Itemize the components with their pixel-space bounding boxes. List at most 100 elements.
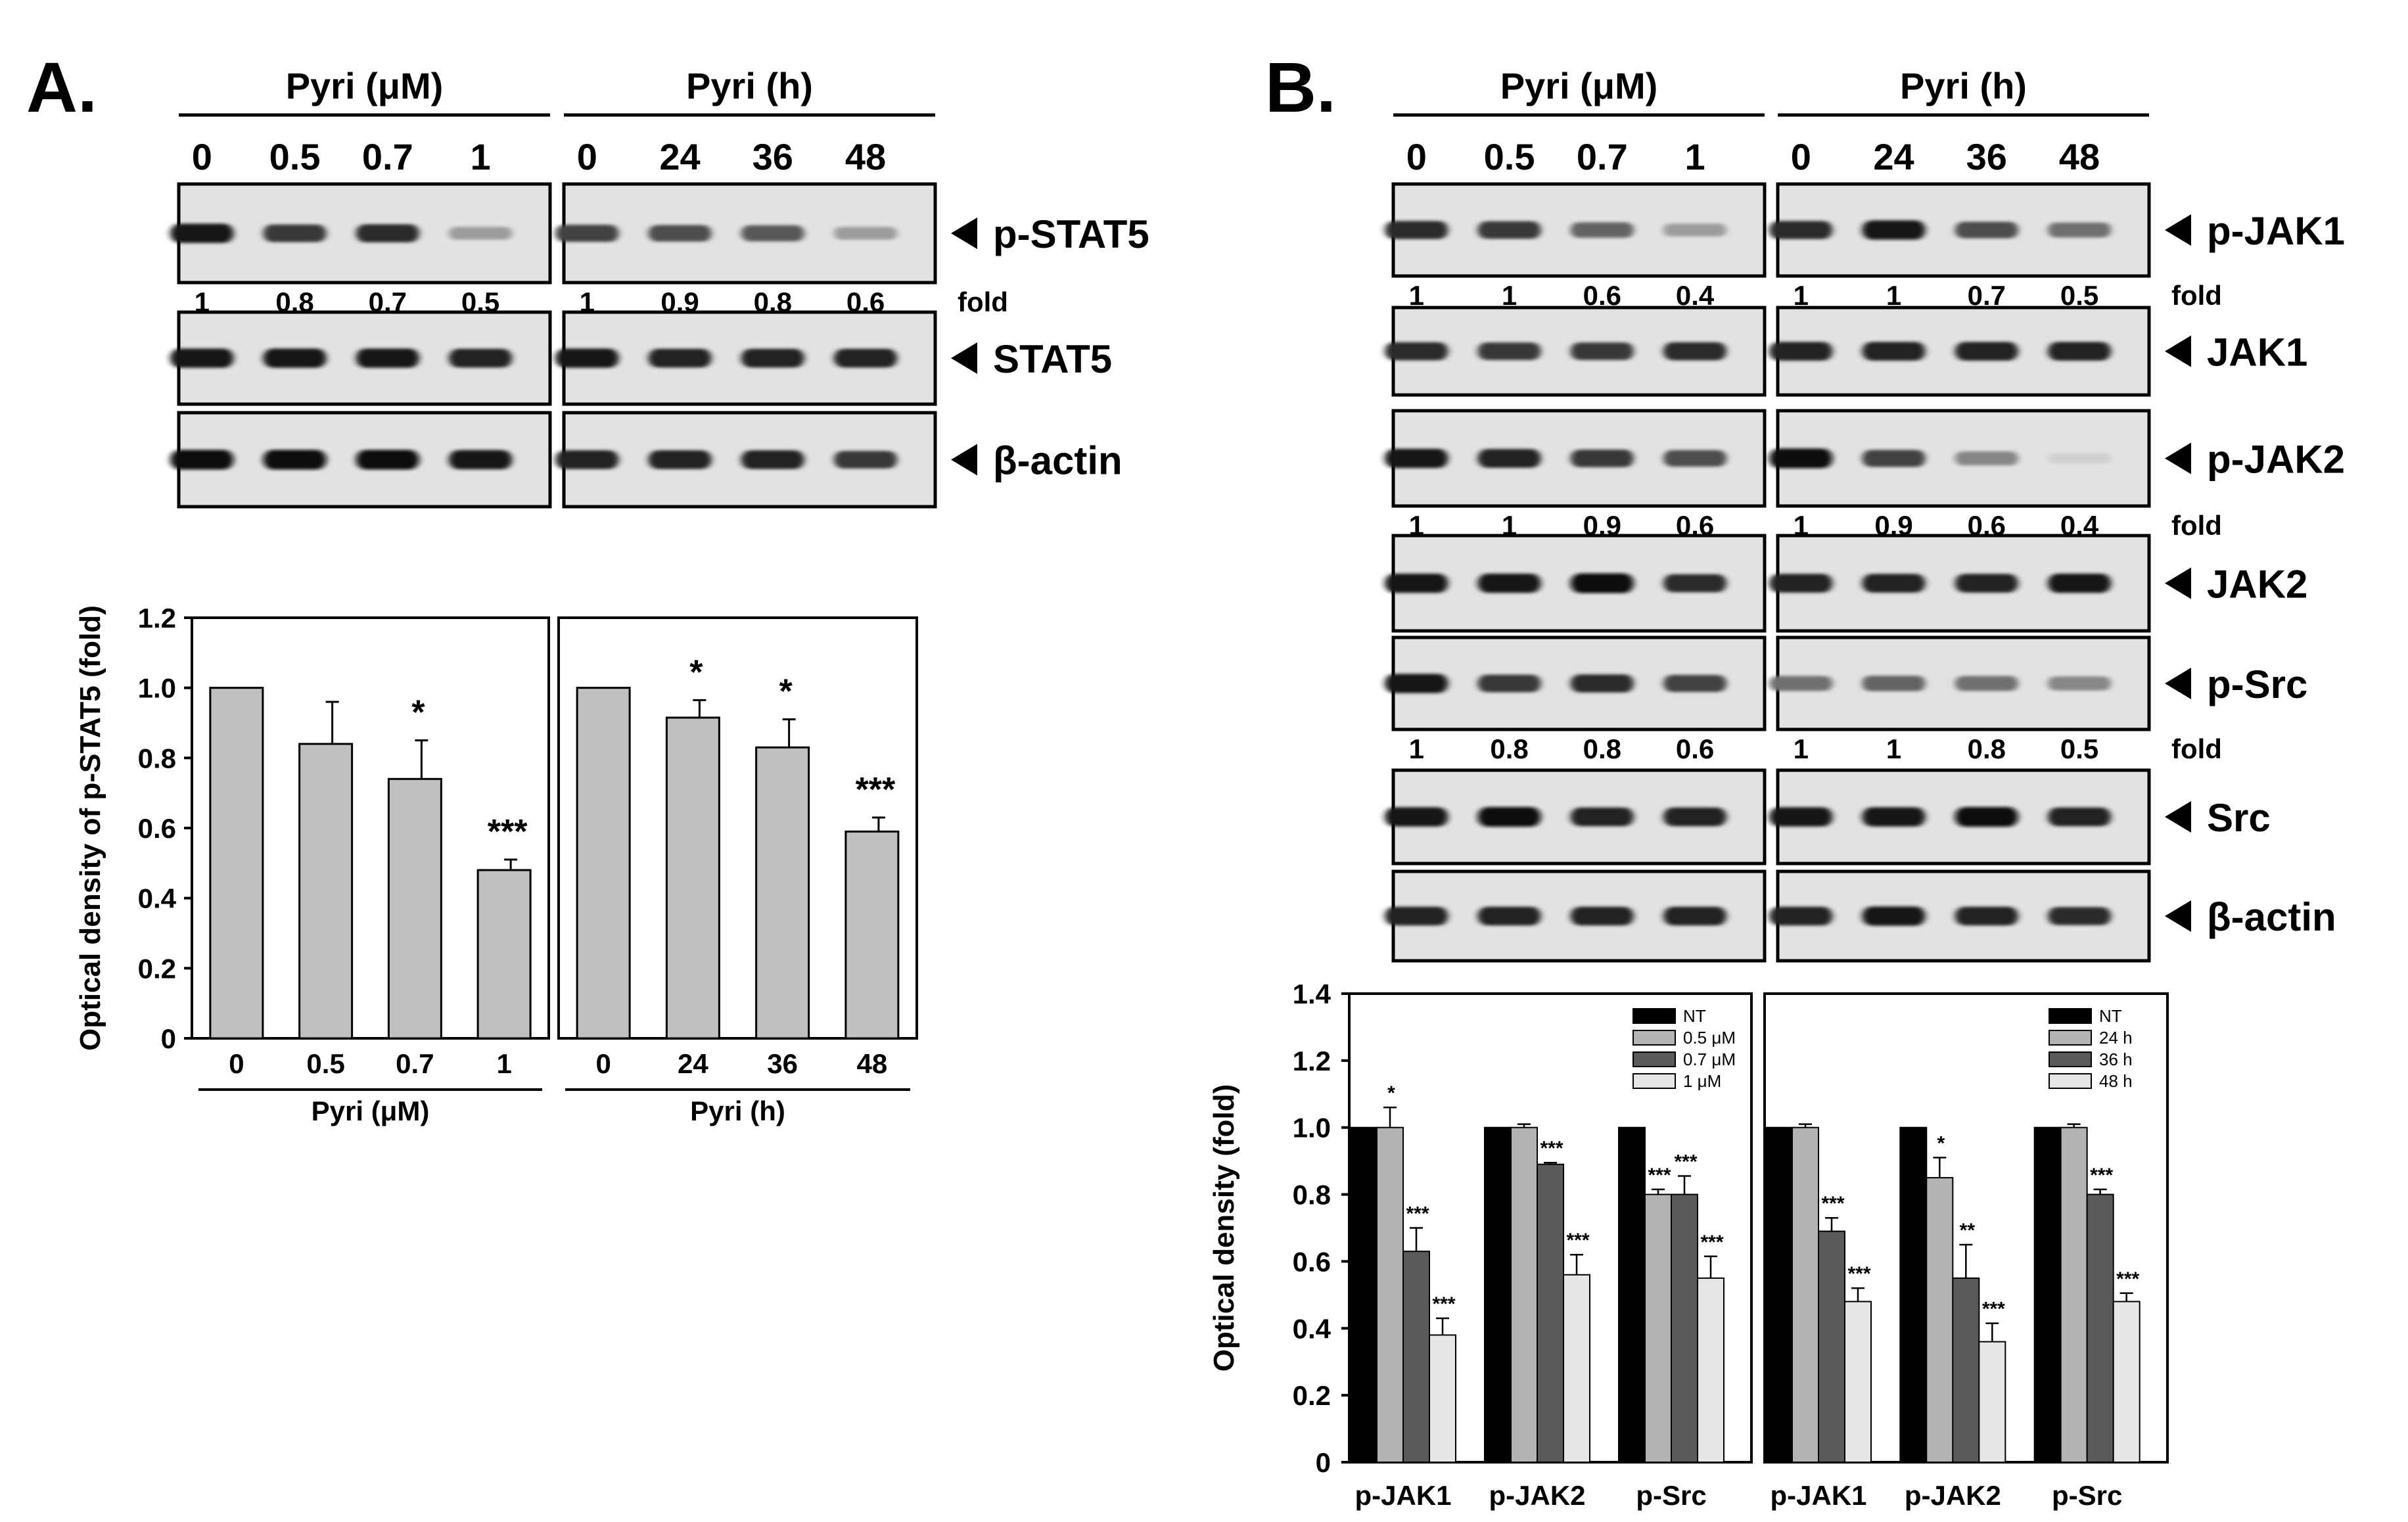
fold-value: 1: [1502, 510, 1517, 541]
bar: [1978, 1341, 2006, 1463]
western-blot-layer: A. Pyri (μM) 0 0.5 0.7 1 Pyri (h) 0 24 36 48 1 0.8 0.…: [26, 47, 2345, 963]
panel-label: A.: [26, 47, 97, 127]
blot-band: [1955, 342, 2018, 361]
y-tick-label: 0.2: [138, 953, 176, 984]
legend-swatch: [2049, 1073, 2092, 1089]
y-axis-label: Optical density of p-STAT5 (fold): [74, 605, 106, 1051]
legend-label: NT: [1683, 1006, 1706, 1026]
legend-label: NT: [2099, 1006, 2122, 1026]
blot-band: [2048, 676, 2112, 691]
lane-label: 0: [192, 136, 212, 177]
fold-label: fold: [958, 287, 1008, 317]
blot-label: p-Src: [2207, 662, 2307, 706]
blot-band: [170, 450, 234, 470]
fold-value: 1: [1886, 733, 1901, 764]
blot-band: [1862, 906, 1926, 926]
blot-label: JAK2: [2207, 563, 2307, 607]
blot-band: [834, 227, 898, 240]
blot-band: [1862, 574, 1926, 593]
arrow-icon: [2165, 214, 2191, 246]
bar: [665, 716, 720, 1040]
blot-band: [449, 348, 513, 368]
y-axis-label: Optical density (fold): [1208, 1084, 1240, 1372]
bar-chart-b: Optical density (fold) 0 0.2 0.4 0.6 0.8 1.0 1.…: [1208, 979, 2169, 1511]
fold-value: 0.8: [1583, 733, 1621, 764]
bar: [1844, 1301, 1872, 1463]
blot-band: [1955, 906, 2018, 926]
blot-band: [1955, 676, 2018, 691]
x-tick-label: 1: [496, 1048, 511, 1079]
bar: [298, 743, 354, 1040]
significance-mark: ***: [1540, 1138, 1563, 1159]
bar: [2086, 1193, 2114, 1463]
blot-band: [1477, 674, 1541, 693]
blot-band: [1477, 449, 1541, 468]
bar: [755, 746, 810, 1040]
lane-label: 0.5: [269, 136, 321, 177]
y-tick-label: 1.4: [1293, 979, 1331, 1009]
blot-band: [1477, 221, 1541, 239]
blot-band: [1862, 676, 1926, 691]
blot-band: [1769, 342, 1833, 361]
blot-band: [1769, 676, 1833, 691]
legend-label: 36 h: [2099, 1049, 2133, 1069]
bar: [1537, 1163, 1564, 1463]
blot-band: [2048, 453, 2112, 464]
blot-band: [2048, 222, 2112, 238]
legend-label: 48 h: [2099, 1071, 2133, 1091]
blot-panel-b: B. Pyri (μM) 0 0.5 0.7 1 Pyri (h) 0 24 36 48 1 1 0.6 0…: [1265, 47, 2345, 963]
blot-band: [1570, 222, 1634, 238]
blot-band: [648, 348, 712, 368]
blot-band: [170, 348, 234, 368]
bar: [1350, 1126, 1378, 1463]
blot-band: [1385, 906, 1448, 926]
blot-band: [449, 227, 513, 240]
blot-band: [356, 450, 419, 470]
fold-value: 1: [1409, 510, 1424, 541]
legend-swatch: [1632, 1051, 1676, 1067]
lane-label: 0.7: [362, 136, 413, 177]
blot-band: [1862, 220, 1926, 240]
blot-band: [2048, 342, 2112, 361]
blot-band: [263, 450, 327, 470]
blot-band: [1955, 451, 2018, 466]
blot-label: p-JAK2: [2207, 438, 2345, 482]
significance-mark: ***: [1821, 1193, 1844, 1214]
significance-mark: ***: [1406, 1203, 1429, 1225]
arrow-icon: [2165, 567, 2191, 599]
x-tick-label: 0: [229, 1048, 244, 1079]
fold-value: 1: [1409, 733, 1424, 764]
blot-band: [1477, 342, 1541, 360]
blot-band: [2048, 907, 2112, 925]
significance-mark: ***: [856, 771, 896, 809]
x-tick-label: p-JAK1: [1770, 1480, 1866, 1511]
legend-swatch: [1632, 1008, 1676, 1024]
panel-label: B.: [1265, 47, 1336, 127]
bar: [209, 687, 264, 1040]
blot-band: [1769, 448, 1833, 469]
legend-label: 0.7 μM: [1683, 1049, 1736, 1069]
significance-mark: ***: [1674, 1151, 1697, 1173]
blot-band: [2048, 573, 2112, 593]
x-axis-label: Pyri (μM): [312, 1095, 430, 1126]
blot-label: p-JAK1: [2207, 209, 2345, 253]
arrow-icon: [2165, 335, 2191, 367]
legend-swatch: [1632, 1073, 1676, 1089]
lane-label: 0.7: [1577, 136, 1628, 177]
plot-frame: [191, 616, 550, 1040]
blot-band: [1663, 223, 1727, 237]
fold-value: 0.4: [1676, 280, 1715, 311]
arrow-icon: [2165, 900, 2191, 932]
blot-band: [263, 224, 327, 242]
significance-mark: ***: [1847, 1263, 1870, 1285]
lane-label: 36: [1966, 136, 2007, 177]
blot-band: [555, 450, 619, 469]
blot-band: [741, 450, 804, 469]
blot-band: [1385, 807, 1448, 827]
blot-band: [1570, 342, 1634, 360]
fold-label: fold: [2171, 510, 2222, 541]
lane-label: 1: [1684, 136, 1705, 177]
blot-band: [356, 224, 419, 242]
x-tick-label: p-Src: [1636, 1480, 1706, 1511]
blot-band: [1663, 807, 1727, 827]
